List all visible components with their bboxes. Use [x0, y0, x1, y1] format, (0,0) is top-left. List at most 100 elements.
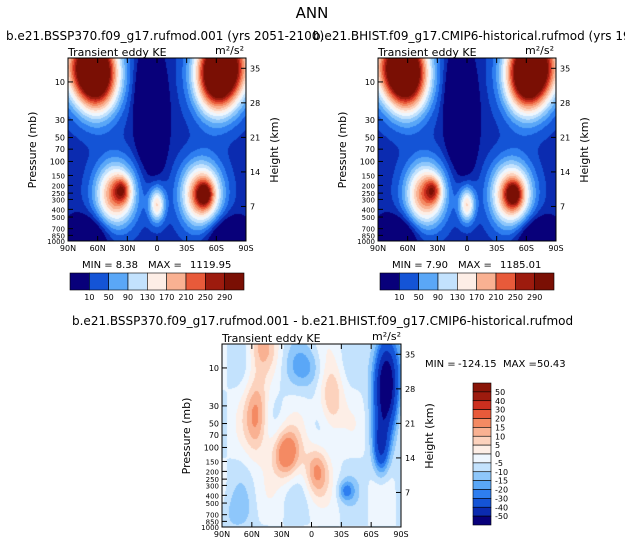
panel-difference-max-label: MAX = — [503, 359, 537, 370]
panel-future-colorbar: 10 50 90 130 170 210 250 290 — [69, 272, 245, 302]
panel#1-y-tick-label: 100 — [360, 157, 375, 166]
panel-future-ylabel-right: Height (km) — [268, 117, 281, 183]
colorbar-swatch — [379, 272, 400, 291]
panel#1-y-tick-label: 300 — [362, 196, 375, 204]
panel#1-y-tick-label: 400 — [362, 206, 375, 214]
colorbar-label: -50 — [495, 512, 508, 521]
colorbar-label: 0 — [495, 450, 500, 459]
panel#2-y-tick-label: 150 — [206, 458, 219, 466]
panel#2-height-tick-label: 21 — [405, 419, 415, 428]
panel#1-height-tick-label: 28 — [560, 99, 570, 108]
panel-historical-ylabel: Pressure (mb) — [336, 112, 349, 189]
colorbar-swatch — [108, 272, 129, 291]
panel#2-y-tick-label: 500 — [206, 500, 219, 508]
panel#0-y-tick-label: 70 — [55, 145, 65, 154]
panel-difference-min-label: MIN = — [425, 359, 456, 370]
panel#1-x-tick-label: 60S — [519, 244, 534, 253]
panel-future-max-label: MAX = — [148, 260, 182, 271]
panel-difference-ylabel-right: Height (km) — [423, 403, 436, 469]
panel#0-x-tick-label: 30S — [179, 244, 194, 253]
panel#2-y-tick-label: 1000 — [201, 524, 219, 532]
panel#0-x-tick-label: 30N — [119, 244, 135, 253]
panel-future-max: 1119.95 — [190, 260, 231, 271]
panel-future-ylabel: Pressure (mb) — [26, 112, 39, 189]
panel#0-y-tick-label: 1000 — [47, 238, 65, 246]
panel#1-y-tick-label: 150 — [362, 172, 375, 180]
panel#2-x-tick-label: 90N — [214, 530, 230, 539]
panel#1-height-tick-label: 7 — [560, 202, 565, 211]
panel#0-y-tick-label: 200 — [52, 182, 65, 190]
colorbar-label: 290 — [527, 293, 542, 302]
panel#1-y-tick-label: 250 — [362, 190, 375, 198]
colorbar-label: 130 — [450, 293, 465, 302]
panel#2-y-tick-label: 200 — [206, 468, 219, 476]
panel#1-height-tick-label: 35 — [560, 64, 570, 73]
colorbar-swatch — [476, 272, 497, 291]
colorbar-swatch — [185, 272, 206, 291]
colorbar-swatch — [224, 272, 245, 291]
colorbar-label: -10 — [495, 468, 508, 477]
panel#1-x-tick-label: 90S — [548, 244, 563, 253]
panel#2-y-tick-label: 30 — [209, 402, 219, 411]
panel#2-y-tick-label: 250 — [206, 476, 219, 484]
colorbar-swatch — [472, 480, 492, 490]
panel-historical-units: m²/s² — [525, 44, 554, 57]
panel-historical: b.e21.BHIST.f09_g17.CMIP6-historical.ruf… — [313, 29, 625, 302]
colorbar-label: 250 — [198, 293, 213, 302]
colorbar-swatch — [472, 400, 492, 410]
panel-historical-title: b.e21.BHIST.f09_g17.CMIP6-historical.ruf… — [313, 29, 625, 43]
colorbar-swatch — [127, 272, 148, 291]
colorbar-label: 210 — [488, 293, 503, 302]
colorbar-swatch — [69, 272, 90, 291]
panel#2-y-tick-label: 300 — [206, 482, 219, 490]
panel#1-y-tick-label: 500 — [362, 214, 375, 222]
panel#0-y-tick-label: 250 — [52, 190, 65, 198]
panel#0-x-tick-label: 0 — [154, 244, 159, 253]
panel-historical-ylabel-right: Height (km) — [578, 117, 591, 183]
panel#2-y-tick-label: 100 — [204, 443, 219, 452]
panel#1-y-tick-label: 200 — [362, 182, 375, 190]
panel#0-x-tick-label: 90S — [238, 244, 253, 253]
colorbar-label: 290 — [217, 293, 232, 302]
colorbar-swatch — [472, 409, 492, 419]
panel#1-y-tick-label: 50 — [365, 134, 375, 143]
panel#2-x-tick-label: 0 — [309, 530, 314, 539]
colorbar-swatch — [472, 435, 492, 446]
panel#1-y-tick-label: 700 — [362, 226, 375, 234]
panel-future-field — [68, 58, 246, 241]
panel-future: b.e21.BSSP370.f09_g17.rufmod.001 (yrs 20… — [6, 29, 324, 302]
colorbar-swatch — [205, 272, 225, 291]
panel#0-y-tick-label: 400 — [52, 206, 65, 214]
colorbar-label: -30 — [495, 494, 508, 503]
panel-difference-units: m²/s² — [372, 330, 401, 343]
colorbar-label: -15 — [495, 477, 508, 486]
panel-future-units: m²/s² — [215, 44, 244, 57]
colorbar-label: 90 — [433, 293, 443, 302]
panel#0-y-tick-label: 150 — [52, 172, 65, 180]
panel#2-height-tick-label: 14 — [405, 454, 415, 463]
panel#1-y-tick-label: 1000 — [357, 238, 375, 246]
panel#0-y-tick-label: 300 — [52, 196, 65, 204]
colorbar-label: 10 — [394, 293, 404, 302]
panel#2-x-tick-label: 90S — [393, 530, 408, 539]
panel#1-x-tick-label: 90N — [370, 244, 386, 253]
page-title: ANN — [296, 4, 329, 22]
panel#0-height-tick-label: 14 — [250, 168, 260, 177]
colorbar-label: 210 — [178, 293, 193, 302]
panel-difference-variable: Transient eddy KE — [221, 332, 321, 345]
colorbar-label: 10 — [495, 432, 505, 441]
colorbar-label: 30 — [495, 406, 505, 415]
colorbar-label: 15 — [495, 423, 505, 432]
colorbar-swatch — [147, 272, 167, 291]
colorbar-swatch — [472, 427, 492, 437]
panel#1-x-tick-label: 30N — [429, 244, 445, 253]
colorbar-swatch — [472, 462, 492, 473]
panel#0-x-tick-label: 60S — [209, 244, 224, 253]
panel-historical-max-label: MAX = — [458, 260, 492, 271]
panel#0-height-tick-label: 35 — [250, 64, 260, 73]
colorbar-swatch — [472, 489, 492, 499]
colorbar-swatch — [472, 498, 492, 508]
panel#2-x-tick-label: 60S — [364, 530, 379, 539]
panel-difference-ylabel: Pressure (mb) — [180, 398, 193, 475]
colorbar-swatch — [472, 391, 492, 402]
